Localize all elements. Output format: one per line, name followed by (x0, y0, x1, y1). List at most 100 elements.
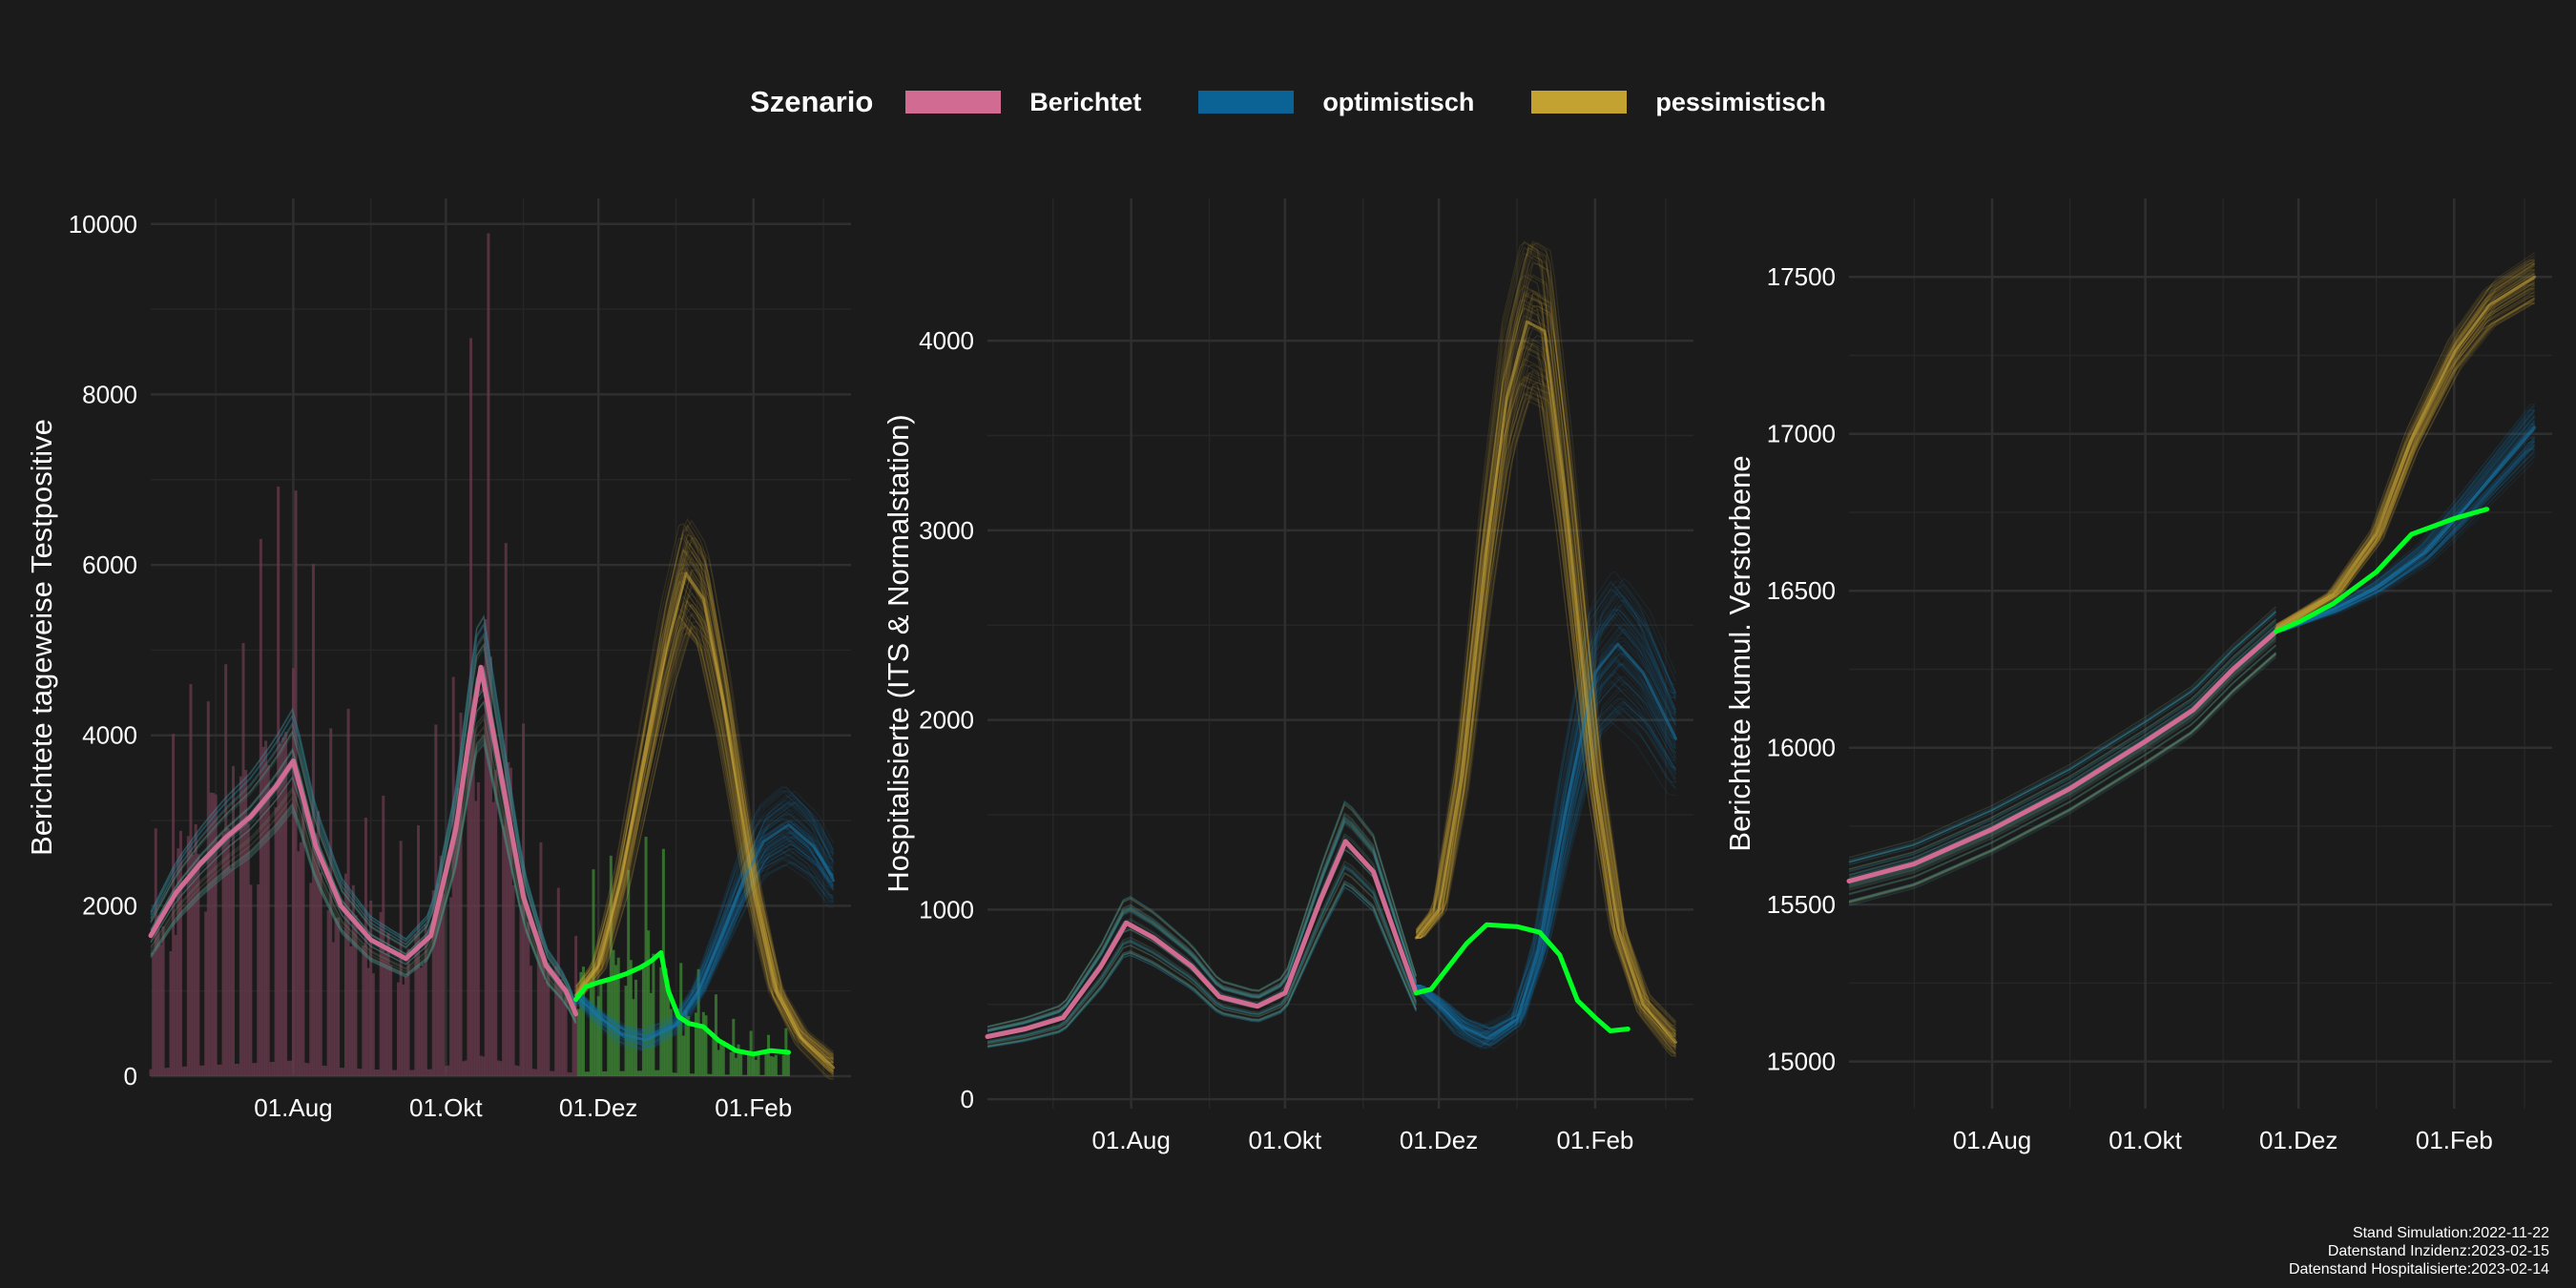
reported-daily-bar (524, 928, 528, 1076)
pessimistic-ensemble-line (1415, 240, 1676, 1054)
y-tick-label: 16500 (1767, 576, 1836, 605)
optimistic-ensemble-line (575, 861, 835, 1032)
fit-ensemble-line (1848, 609, 2276, 862)
reported-daily-bar (564, 997, 568, 1076)
observed-daily-bar (721, 1041, 725, 1076)
fit-ensemble-line (987, 821, 1418, 1032)
optimistic-ensemble-line (575, 847, 835, 1034)
optimistic-ensemble-line (575, 823, 834, 1043)
pessimistic-ensemble-line (575, 570, 835, 1061)
pessimistic-ensemble-line (1415, 252, 1676, 1053)
caption-simulation: Stand Simulation:2022-11-22 (2352, 1225, 2549, 1241)
reported-daily-bar (562, 1002, 566, 1076)
reported-daily-bar (241, 642, 245, 1076)
y-axis-label: Berichtete kumul. Verstorbene (1723, 455, 1756, 851)
panel-3: 01.Aug 01.Okt 01.Dez 01.Feb 15000 15500 16000 1… (1723, 198, 2552, 1154)
observed-daily-bar (641, 967, 645, 1076)
observed-daily-bar (766, 1034, 770, 1076)
fit-ensemble-line (987, 816, 1418, 1031)
reported-daily-bar (416, 825, 420, 1076)
optimistic-median-line (2275, 426, 2537, 634)
reported-daily-bar (214, 794, 218, 1076)
pessimistic-ensemble-line (1416, 291, 1677, 1040)
reported-daily-bar (442, 893, 446, 1076)
optimistic-ensemble-line (1416, 706, 1677, 1031)
pessimistic-ensemble-line (1415, 307, 1676, 1044)
fit-ensemble-line (1848, 653, 2276, 904)
reported-daily-bar (511, 884, 515, 1076)
pessimistic-ensemble-line (1415, 339, 1676, 1041)
fit-ensemble-line (150, 613, 577, 1005)
reported-daily-bar (507, 761, 510, 1076)
reported-daily-bar (364, 818, 367, 1076)
reported-daily-bar (449, 897, 453, 1076)
observed-daily-bar (739, 1052, 743, 1076)
reported-daily-bar (502, 825, 506, 1076)
reported-daily-bar (174, 934, 177, 1076)
pessimistic-ensemble-line (2275, 278, 2535, 630)
reported-daily-bar (329, 728, 333, 1076)
optimistic-ensemble-line (575, 850, 834, 1033)
reported-daily-bar (209, 792, 213, 1076)
reported-daily-bar (239, 776, 242, 1076)
fit-ensemble-line (1848, 634, 2276, 885)
fit-ensemble-line (1848, 654, 2276, 904)
pessimistic-ensemble-line (575, 524, 835, 1076)
reported-daily-bar (479, 1055, 483, 1076)
fit-ensemble-line (987, 880, 1417, 1047)
pessimistic-ensemble-line (1415, 314, 1676, 1048)
reported-daily-bar (424, 924, 427, 1076)
fit-ensemble-line (150, 742, 577, 1025)
caption: Stand Simulation:2022-11-22 Datenstand I… (2289, 1224, 2549, 1278)
pessimistic-ensemble-line (2275, 262, 2535, 628)
observed-daily-bar (587, 1071, 591, 1076)
pessimistic-ensemble-line (2275, 299, 2535, 630)
reported-daily-bar (409, 1070, 413, 1076)
pessimistic-ensemble-line (575, 612, 835, 1057)
fit-ensemble-line (987, 800, 1418, 1028)
reported-daily-bar (491, 801, 495, 1076)
reported-daily-bar (554, 966, 558, 1076)
pessimistic-ensemble-line (1416, 255, 1677, 1047)
legend-item-optimistisch: optimistisch (1198, 88, 1474, 117)
observed-daily-bar (676, 1008, 680, 1076)
observed-daily-bar (614, 965, 618, 1076)
pessimistic-ensemble-line (575, 551, 835, 1068)
optimistic-ensemble-line (2275, 450, 2536, 633)
pessimistic-ensemble-line (2275, 269, 2535, 627)
reported-daily-bar (271, 1061, 275, 1076)
reported-daily-bar (482, 1056, 486, 1076)
reported-daily-bar (351, 884, 355, 1076)
reported-daily-bar (451, 676, 455, 1076)
optimistic-ensemble-line (2275, 454, 2536, 633)
pessimistic-ensemble-line (1415, 364, 1676, 1032)
reported-series-line (985, 839, 1419, 1039)
reported-daily-bar (218, 1064, 222, 1076)
pessimistic-ensemble-line (2275, 262, 2535, 626)
observed-daily-bar (769, 1055, 773, 1076)
pessimistic-ensemble-line (1416, 385, 1676, 1026)
optimistic-ensemble-line (575, 857, 834, 1032)
reported-daily-bar (224, 664, 228, 1076)
pessimistic-ensemble-line (2275, 274, 2535, 630)
pessimistic-ensemble-line (2275, 291, 2535, 630)
optimistic-ensemble-line (1416, 628, 1677, 1041)
optimistic-ensemble-line (575, 789, 834, 1051)
reported-daily-bar (544, 981, 548, 1076)
reported-daily-bar (547, 962, 551, 1076)
observed-daily-bar (764, 1049, 768, 1076)
optimistic-ensemble-line (1415, 644, 1676, 1039)
observed-daily-bar (704, 1015, 708, 1076)
fit-ensemble-line (1848, 627, 2276, 879)
reported-daily-bar (324, 1066, 327, 1076)
reported-daily-bar (454, 822, 458, 1076)
panel-2: 01.Aug 01.Okt 01.Dez 01.Feb 0 1000 2000 3000 400… (882, 198, 1693, 1154)
reported-daily-bar (476, 782, 480, 1076)
optimistic-ensemble-line (575, 795, 835, 1051)
fit-ensemble-line (987, 819, 1418, 1032)
legend-swatch-berichtet (905, 91, 1002, 114)
optimistic-ensemble-line (2275, 436, 2536, 633)
reported-daily-bar (232, 765, 236, 1076)
pessimistic-ensemble-line (575, 603, 835, 1061)
optimistic-ensemble-line (1416, 717, 1677, 1026)
